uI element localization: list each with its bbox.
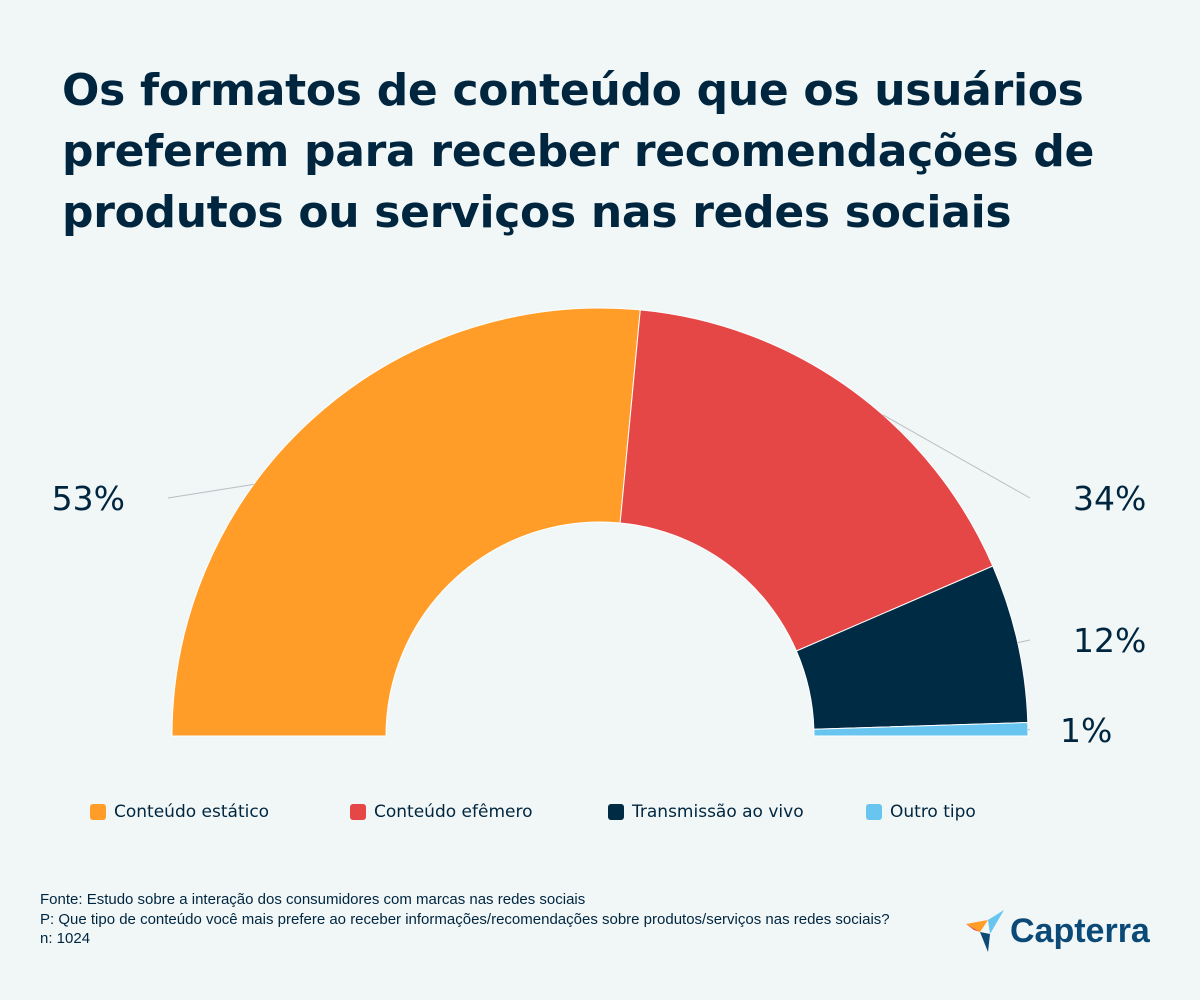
legend-item: Conteúdo estático [90, 802, 269, 822]
data-label-1: 34% [1073, 479, 1146, 518]
sample-size: n: 1024 [40, 930, 91, 947]
source-note: Fonte: Estudo sobre a interação dos cons… [40, 891, 586, 908]
data-label-0: 53% [52, 479, 125, 518]
capterra-logo-icon [966, 910, 1004, 952]
leader-line-1 [882, 414, 1031, 499]
capterra-logo-text: Capterra [1010, 911, 1150, 950]
leader-line-0 [167, 483, 254, 499]
footer-notes: Fonte: Estudo sobre a interação dos cons… [40, 890, 900, 949]
legend-item: Conteúdo efêmero [350, 802, 532, 822]
slice-3 [813, 722, 1029, 737]
leader-line-3 [1027, 728, 1031, 731]
data-label-2: 12% [1073, 621, 1146, 660]
chart-title: Os formatos de conteúdo que os usuários … [62, 65, 1095, 238]
legend-swatch [608, 804, 624, 820]
legend-swatch [90, 804, 106, 820]
capterra-logo: Capterra [966, 910, 1150, 952]
leader-line-2 [1017, 639, 1031, 644]
data-label-3: 1% [1060, 711, 1112, 750]
question-note: P: Que tipo de conteúdo você mais prefer… [40, 910, 890, 928]
legend-label: Outro tipo [890, 802, 976, 822]
legend-label: Transmissão ao vivo [632, 802, 804, 822]
legend-item: Outro tipo [866, 802, 976, 822]
slice-0 [171, 307, 641, 737]
legend-label: Conteúdo efêmero [374, 802, 533, 822]
legend-swatch [866, 804, 882, 820]
legend: Conteúdo estático Conteúdo efêmero Transmi… [90, 802, 1090, 826]
legend-label: Conteúdo estático [114, 802, 270, 822]
legend-item: Transmissão ao vivo [608, 802, 804, 822]
slice-1 [619, 309, 994, 652]
legend-swatch [350, 804, 366, 820]
